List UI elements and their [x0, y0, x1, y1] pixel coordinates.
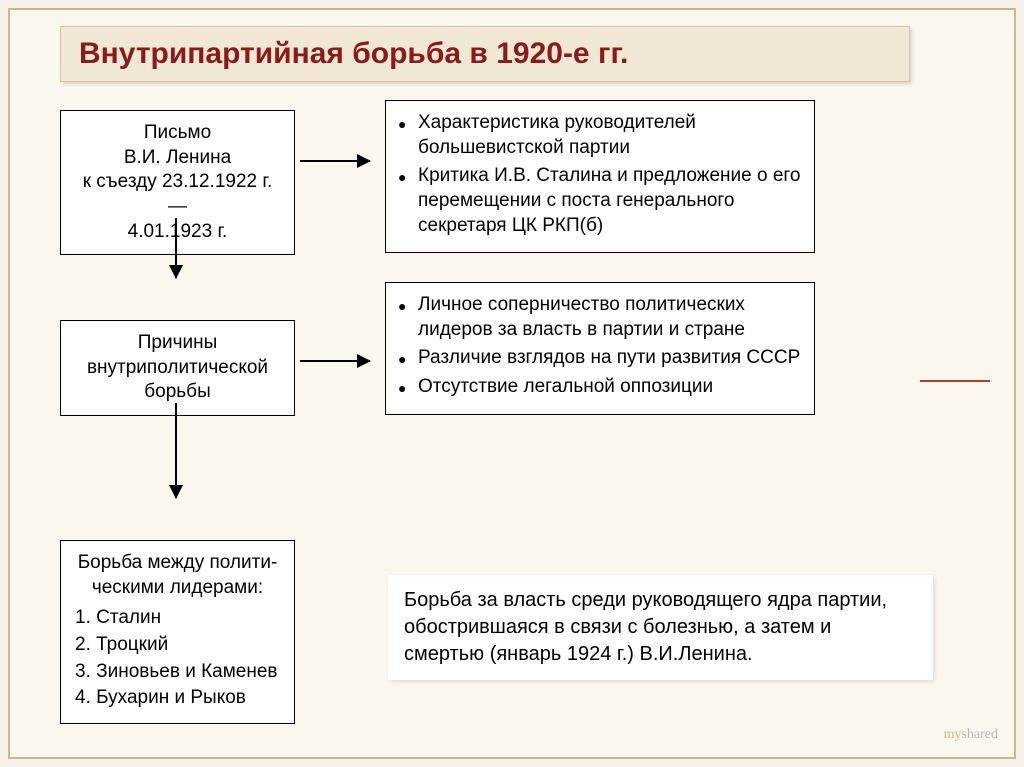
slide-frame: Внутрипартийная борьба в 1920-е гг. Пись…	[8, 8, 1016, 759]
bullets-reasons: Личное соперничество политических лидеро…	[398, 293, 802, 400]
decorative-line-icon	[920, 380, 990, 382]
watermark-my: my	[944, 727, 962, 742]
summary-box: Борьба за власть среди руководящего ядра…	[388, 575, 933, 680]
box-reasons: Причины внутриполитической борьбы	[60, 320, 295, 416]
box-leaders: Борьба между полити- ческими лидерами: 1…	[60, 540, 295, 724]
letter-l2: В.И. Ленина	[73, 146, 282, 171]
slide-title: Внутрипартийная борьба в 1920-е гг.	[79, 37, 628, 70]
bullet-item: Характеристика руководителей большевистс…	[398, 111, 802, 160]
letter-l1: Письмо	[73, 121, 282, 146]
watermark: myshared	[944, 727, 998, 743]
list-item: 4. Бухарин и Рыков	[75, 686, 280, 711]
letter-l3: к съезду 23.12.1922 г. —	[73, 170, 282, 219]
leaders-h1: Борьба между полити-	[75, 551, 280, 576]
reasons-l3: борьбы	[73, 380, 282, 405]
box-letter-lenin: Письмо В.И. Ленина к съезду 23.12.1922 г…	[60, 110, 295, 255]
arrow-right-icon	[300, 160, 370, 162]
reasons-l2: внутриполитической	[73, 356, 282, 381]
arrow-down-icon	[175, 403, 177, 498]
bullet-item: Отсутствие легальной оппозиции	[398, 375, 802, 400]
bullet-item: Личное соперничество политических лидеро…	[398, 293, 802, 342]
list-item: 1. Сталин	[75, 606, 280, 631]
leaders-list: 1. Сталин 2. Троцкий 3. Зиновьев и Камен…	[75, 606, 280, 711]
box-reasons-list: Личное соперничество политических лидеро…	[385, 282, 815, 415]
letter-l4: 4.01.1923 г.	[73, 220, 282, 245]
bullet-item: Критика И.В. Сталина и предложение о его…	[398, 164, 802, 238]
reasons-l1: Причины	[73, 331, 282, 356]
title-bar: Внутрипартийная борьба в 1920-е гг.	[60, 26, 910, 82]
box-letter-content: Характеристика руководителей большевистс…	[385, 100, 815, 253]
watermark-shared: shared	[961, 727, 998, 742]
leaders-h2: ческими лидерами:	[75, 576, 280, 601]
arrow-down-icon	[175, 218, 177, 278]
summary-text: Борьба за власть среди руководящего ядра…	[404, 589, 887, 665]
bullet-item: Различие взглядов на пути развития СССР	[398, 346, 802, 371]
list-item: 3. Зиновьев и Каменев	[75, 660, 280, 685]
list-item: 2. Троцкий	[75, 633, 280, 658]
bullets-letter: Характеристика руководителей большевистс…	[398, 111, 802, 238]
arrow-right-icon	[300, 360, 370, 362]
